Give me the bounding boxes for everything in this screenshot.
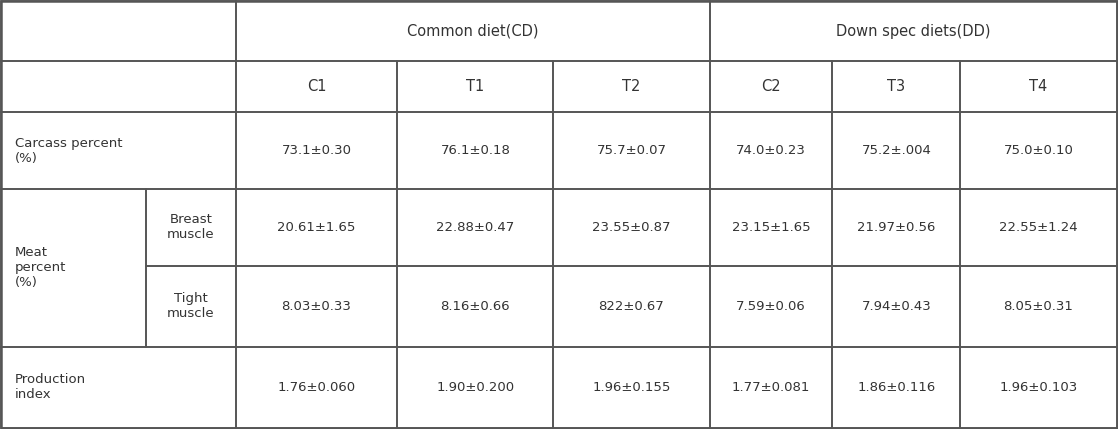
Text: 7.59±0.06: 7.59±0.06 [736,299,806,313]
Text: Carcass percent
(%): Carcass percent (%) [15,136,122,165]
Bar [710,1,1117,61]
Text: 8.16±0.66: 8.16±0.66 [440,299,510,313]
Bar [832,347,960,428]
Bar [1,189,146,347]
Text: 20.61±1.65: 20.61±1.65 [277,221,356,234]
Text: T4: T4 [1030,79,1048,94]
Text: 1.96±0.103: 1.96±0.103 [999,381,1078,394]
Text: 74.0±0.23: 74.0±0.23 [736,144,806,157]
Bar [960,347,1117,428]
Bar [832,61,960,112]
Bar [1,1,236,61]
Text: Down spec diets(DD): Down spec diets(DD) [836,24,991,39]
Bar [1,61,236,112]
Text: 1.86±0.116: 1.86±0.116 [858,381,936,394]
Bar [1,112,236,189]
Text: 21.97±0.56: 21.97±0.56 [858,221,936,234]
Text: 75.7±0.07: 75.7±0.07 [597,144,666,157]
Text: 22.55±1.24: 22.55±1.24 [999,221,1078,234]
Text: 1.96±0.155: 1.96±0.155 [593,381,671,394]
Bar [960,112,1117,189]
Text: C2: C2 [761,79,780,94]
Bar [553,266,710,347]
Text: 23.55±0.87: 23.55±0.87 [593,221,671,234]
Text: 822±0.67: 822±0.67 [598,299,664,313]
Text: 1.77±0.081: 1.77±0.081 [731,381,811,394]
Bar [236,266,397,347]
Text: Tight
muscle: Tight muscle [168,292,215,320]
Bar [236,1,710,61]
Text: T3: T3 [888,79,906,94]
Bar [397,61,553,112]
Bar [1,347,236,428]
Bar [832,189,960,266]
Bar [236,61,397,112]
Text: Meat
percent
(%): Meat percent (%) [15,246,66,289]
Text: 1.90±0.200: 1.90±0.200 [436,381,514,394]
Text: 8.05±0.31: 8.05±0.31 [1004,299,1073,313]
Bar [553,112,710,189]
Bar [397,347,553,428]
Bar [710,112,832,189]
Text: 75.2±.004: 75.2±.004 [861,144,931,157]
Bar [960,61,1117,112]
Bar [236,189,397,266]
Bar [236,347,397,428]
Text: C1: C1 [306,79,326,94]
Bar [710,61,832,112]
Text: 73.1±0.30: 73.1±0.30 [282,144,351,157]
Text: 7.94±0.43: 7.94±0.43 [862,299,931,313]
Text: 76.1±0.18: 76.1±0.18 [440,144,510,157]
Text: T2: T2 [623,79,641,94]
Bar [553,189,710,266]
Bar [146,266,236,347]
Bar [832,266,960,347]
Bar [146,189,236,266]
Bar [710,266,832,347]
Text: 22.88±0.47: 22.88±0.47 [436,221,514,234]
Text: Breast
muscle: Breast muscle [168,213,215,241]
Bar [832,112,960,189]
Bar [710,189,832,266]
Bar [397,112,553,189]
Text: 75.0±0.10: 75.0±0.10 [1004,144,1073,157]
Text: Common diet(CD): Common diet(CD) [407,24,539,39]
Bar [397,189,553,266]
Bar [397,266,553,347]
Bar [710,347,832,428]
Bar [553,61,710,112]
Text: 23.15±1.65: 23.15±1.65 [731,221,811,234]
Bar [960,266,1117,347]
Bar [960,189,1117,266]
Bar [236,112,397,189]
Text: T1: T1 [466,79,484,94]
Text: Production
index: Production index [15,373,86,401]
Text: 8.03±0.33: 8.03±0.33 [282,299,351,313]
Text: 1.76±0.060: 1.76±0.060 [277,381,356,394]
Bar [553,347,710,428]
